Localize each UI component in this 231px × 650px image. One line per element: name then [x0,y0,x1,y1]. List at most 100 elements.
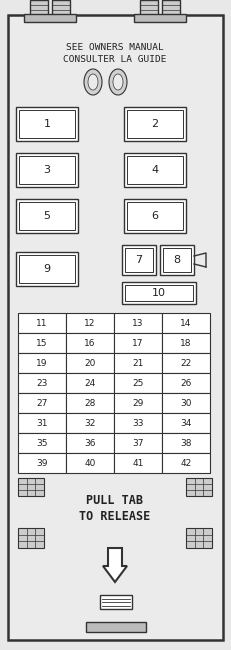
Bar [134,14,186,22]
Text: CONSULTER LA GUIDE: CONSULTER LA GUIDE [63,55,167,64]
Text: 37: 37 [132,439,144,447]
Text: 20: 20 [84,359,96,367]
Bar [19,202,75,230]
FancyArrow shape [103,548,127,582]
Bar [162,453,210,473]
Bar [114,453,162,473]
Bar [19,110,75,138]
Bar [18,453,66,473]
Text: 14: 14 [180,318,192,328]
Bar [162,353,210,373]
Bar [163,248,191,272]
Text: SEE OWNERS MANUAL: SEE OWNERS MANUAL [66,44,164,53]
Bar [66,453,114,473]
Text: 21: 21 [132,359,144,367]
Bar [162,433,210,453]
Text: PULL TAB: PULL TAB [86,493,143,506]
Bar [114,333,162,353]
Bar [66,333,114,353]
Bar [127,110,183,138]
Bar [16,153,78,187]
Bar [122,245,156,275]
Bar [18,393,66,413]
Bar [18,373,66,393]
Text: 36: 36 [84,439,96,447]
Text: 11: 11 [36,318,48,328]
Text: 38: 38 [180,439,192,447]
Polygon shape [88,74,98,90]
Bar [66,413,114,433]
Bar [18,313,66,333]
Text: 32: 32 [84,419,96,428]
Text: 28: 28 [84,398,96,408]
Text: 23: 23 [36,378,48,387]
Text: 15: 15 [36,339,48,348]
Text: 42: 42 [180,458,192,467]
Text: 16: 16 [84,339,96,348]
Bar [162,373,210,393]
Text: 30: 30 [180,398,192,408]
Bar [16,252,78,286]
Text: 5: 5 [43,211,51,221]
Text: 12: 12 [84,318,96,328]
Bar [18,478,44,496]
Text: 2: 2 [152,119,158,129]
Bar [124,107,186,141]
Text: TO RELEASE: TO RELEASE [79,510,151,523]
Polygon shape [84,69,102,95]
Bar [30,0,48,16]
Text: 1: 1 [43,119,51,129]
Bar [24,14,76,22]
Bar [66,393,114,413]
Bar [66,313,114,333]
Text: 18: 18 [180,339,192,348]
Bar [18,353,66,373]
Text: 17: 17 [132,339,144,348]
Text: 29: 29 [132,398,144,408]
Text: 41: 41 [132,458,144,467]
Bar [114,373,162,393]
Text: 19: 19 [36,359,48,367]
Bar [19,156,75,184]
Bar [114,313,162,333]
Bar [19,255,75,283]
Bar [66,353,114,373]
Bar [162,313,210,333]
Bar [125,285,193,301]
Text: 3: 3 [43,165,51,175]
Bar [114,413,162,433]
Text: 35: 35 [36,439,48,447]
Bar [66,373,114,393]
Bar [125,248,153,272]
Bar [162,413,210,433]
Bar [18,413,66,433]
Text: 7: 7 [135,255,143,265]
Bar [66,433,114,453]
Text: 9: 9 [43,264,51,274]
Text: 31: 31 [36,419,48,428]
Bar [16,199,78,233]
Bar [160,245,194,275]
Text: 24: 24 [84,378,96,387]
Polygon shape [113,74,123,90]
Text: 27: 27 [36,398,48,408]
Bar [114,393,162,413]
Bar [127,156,183,184]
Bar [140,0,158,16]
Text: 26: 26 [180,378,192,387]
Text: 25: 25 [132,378,144,387]
Bar [162,0,180,16]
Text: 39: 39 [36,458,48,467]
Bar [186,478,212,496]
Bar [100,595,132,609]
Text: 8: 8 [173,255,181,265]
Bar [124,153,186,187]
Bar [186,528,212,548]
Text: 34: 34 [180,419,192,428]
Bar [114,433,162,453]
Text: 40: 40 [84,458,96,467]
Bar [162,333,210,353]
Text: 4: 4 [152,165,158,175]
Bar [16,107,78,141]
Text: 10: 10 [152,288,166,298]
